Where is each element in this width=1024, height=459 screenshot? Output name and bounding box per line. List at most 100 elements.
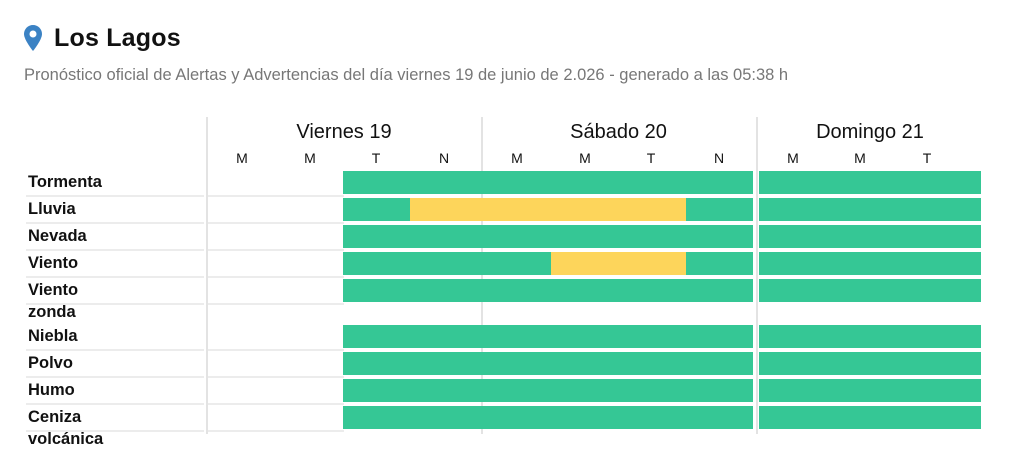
- empty-slot-line: [208, 195, 276, 197]
- empty-slot-line: [276, 430, 344, 432]
- row-separator: [26, 249, 204, 251]
- alert-cell-green: [685, 325, 753, 348]
- empty-slot-line: [276, 222, 344, 224]
- alert-cell-yellow: [484, 198, 552, 221]
- alert-cell-green: [343, 325, 411, 348]
- alert-cell-green: [343, 198, 411, 221]
- day-header: Domingo 21: [816, 121, 924, 143]
- alert-cell-green: [833, 379, 907, 402]
- alert-cell-green: [759, 198, 833, 221]
- empty-slot-line: [276, 276, 344, 278]
- alert-row-label: Lluvia: [28, 200, 76, 218]
- alert-cell-green: [618, 406, 686, 429]
- empty-slot-line: [208, 403, 276, 405]
- alert-cell-green: [685, 198, 753, 221]
- alert-cell-green: [759, 171, 833, 194]
- alert-cell-green: [618, 325, 686, 348]
- time-slot-label: N: [713, 150, 725, 166]
- empty-slot-line: [276, 195, 344, 197]
- header: Los Lagos: [24, 22, 181, 54]
- empty-slot-line: [208, 303, 276, 305]
- alert-cell-green: [343, 406, 411, 429]
- alert-cell-green: [618, 352, 686, 375]
- alert-cell-green: [685, 225, 753, 248]
- time-slot-label: T: [922, 150, 932, 166]
- time-slot-label: M: [854, 150, 866, 166]
- alert-row-label: Nevada: [28, 227, 87, 245]
- day-divider: [206, 117, 208, 434]
- alert-cell-green: [551, 225, 619, 248]
- alert-cell-green: [484, 171, 552, 194]
- row-separator: [26, 430, 204, 432]
- row-separator: [26, 403, 204, 405]
- time-slot-label: N: [438, 150, 450, 166]
- alert-cell-green: [833, 406, 907, 429]
- alert-cell-green: [685, 352, 753, 375]
- alert-cell-green: [759, 325, 833, 348]
- alert-row-label: Ceniza volcánica: [28, 408, 104, 448]
- location-title: Los Lagos: [54, 23, 181, 52]
- alert-cell-green: [759, 352, 833, 375]
- alert-cell-green: [907, 225, 981, 248]
- alert-cell-green: [551, 325, 619, 348]
- row-separator: [26, 222, 204, 224]
- empty-slot-line: [208, 349, 276, 351]
- empty-slot-line: [276, 349, 344, 351]
- alert-cell-green: [343, 379, 411, 402]
- row-separator: [26, 349, 204, 351]
- alert-cell-green: [833, 252, 907, 275]
- day-header: Viernes 19: [296, 121, 392, 143]
- alert-cell-green: [618, 279, 686, 302]
- day-header: Sábado 20: [570, 121, 667, 143]
- empty-slot-line: [208, 376, 276, 378]
- time-slot-label: M: [304, 150, 316, 166]
- alert-cell-green: [907, 198, 981, 221]
- alert-cell-green: [907, 352, 981, 375]
- alert-cell-green: [907, 171, 981, 194]
- forecast-subtitle: Pronóstico oficial de Alertas y Adverten…: [24, 66, 789, 84]
- empty-slot-line: [208, 249, 276, 251]
- alert-cell-green: [759, 279, 833, 302]
- alert-cell-green: [343, 171, 411, 194]
- alert-cell-green: [907, 406, 981, 429]
- alert-cell-green: [484, 352, 552, 375]
- time-slot-label: M: [236, 150, 248, 166]
- alert-cell-green: [618, 379, 686, 402]
- empty-slot-line: [276, 376, 344, 378]
- alert-cell-yellow: [618, 198, 686, 221]
- alert-row-label: Viento zonda: [28, 281, 79, 321]
- alert-cell-yellow: [618, 252, 686, 275]
- alert-row-label: Niebla: [28, 327, 78, 345]
- alert-cell-green: [484, 379, 552, 402]
- alert-cell-green: [343, 225, 411, 248]
- alert-cell-green: [833, 279, 907, 302]
- alert-cell-green: [343, 279, 411, 302]
- row-separator: [26, 303, 204, 305]
- alert-cell-green: [618, 225, 686, 248]
- alert-cell-green: [484, 225, 552, 248]
- alert-cell-green: [685, 252, 753, 275]
- alert-cell-green: [685, 171, 753, 194]
- alert-cell-green: [484, 279, 552, 302]
- alert-cell-green: [343, 352, 411, 375]
- empty-slot-line: [276, 403, 344, 405]
- alert-cell-green: [685, 279, 753, 302]
- alert-cell-green: [484, 252, 552, 275]
- time-slot-label: M: [511, 150, 523, 166]
- map-pin-icon: [24, 25, 42, 51]
- row-separator: [26, 195, 204, 197]
- alert-cell-green: [551, 352, 619, 375]
- alert-row-label: Tormenta: [28, 173, 102, 191]
- empty-slot-line: [208, 276, 276, 278]
- alert-cell-green: [833, 171, 907, 194]
- time-slot-label: M: [787, 150, 799, 166]
- day-divider: [481, 117, 483, 434]
- time-slot-label: M: [579, 150, 591, 166]
- day-divider: [756, 117, 758, 434]
- alert-cell-green: [759, 225, 833, 248]
- empty-slot-line: [208, 222, 276, 224]
- alert-cell-green: [907, 379, 981, 402]
- alert-cell-green: [551, 171, 619, 194]
- alert-cell-green: [343, 252, 411, 275]
- alert-cell-yellow: [551, 198, 619, 221]
